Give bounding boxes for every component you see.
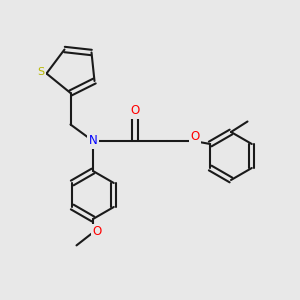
Text: O: O xyxy=(190,130,200,143)
Text: S: S xyxy=(38,67,45,77)
Text: O: O xyxy=(130,104,140,118)
Text: O: O xyxy=(92,225,101,239)
Text: N: N xyxy=(88,134,98,148)
